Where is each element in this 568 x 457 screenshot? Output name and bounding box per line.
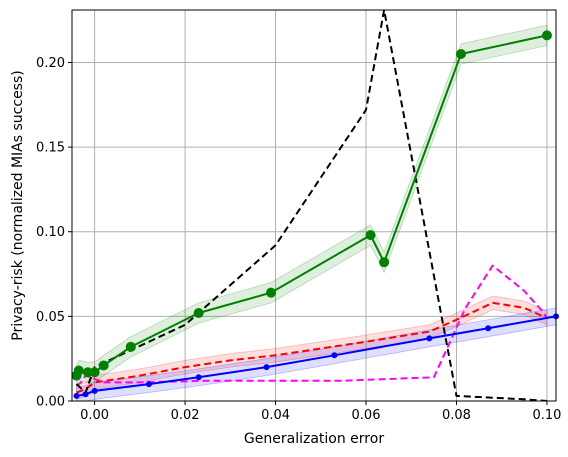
series-line [76,301,548,394]
x-axis-label: Generalization error [244,431,384,447]
data-point [73,392,80,399]
y-tick-label: 0.05 [36,310,65,325]
x-tick-label: 0.06 [352,408,381,423]
data-point [195,374,202,381]
confidence-band [76,24,548,386]
data-point [82,391,89,398]
data-point [331,352,338,359]
data-point [456,49,467,60]
grid-lines [72,10,556,402]
data-point [73,365,84,376]
x-tick-label: 0.10 [532,408,561,423]
y-axis-label: Privacy-risk (normalized MIAs success) [10,70,26,340]
plot-frame [71,9,557,402]
data-point [91,387,98,394]
data-point [426,335,433,342]
data-point [125,341,136,352]
y-tick-label: 0.20 [36,56,65,71]
axis-ticks: 0.00 0.02 0.04 0.06 0.08 0.10 0.00 0.05 0.10 0.15… [36,56,561,423]
y-tick-label: 0.15 [36,141,65,156]
x-tick-label: 0.04 [261,408,290,423]
data-point [365,230,376,241]
data-point [541,30,552,41]
data-point [263,364,270,371]
series-line [76,315,556,397]
y-tick-label: 0.00 [36,395,65,410]
x-tick-label: 0.08 [442,408,471,423]
data-point [89,367,100,378]
data-point [379,257,390,268]
data-point [193,307,204,318]
y-tick-label: 0.10 [36,225,65,240]
data-point [145,381,152,388]
x-tick-label: 0.02 [171,408,200,423]
confidence-band [76,295,548,400]
x-tick-label: 0.00 [80,408,109,423]
data-point [98,360,109,371]
series-line [75,264,548,387]
data-point [485,325,492,332]
data-point [266,287,277,298]
series-line [75,10,548,401]
